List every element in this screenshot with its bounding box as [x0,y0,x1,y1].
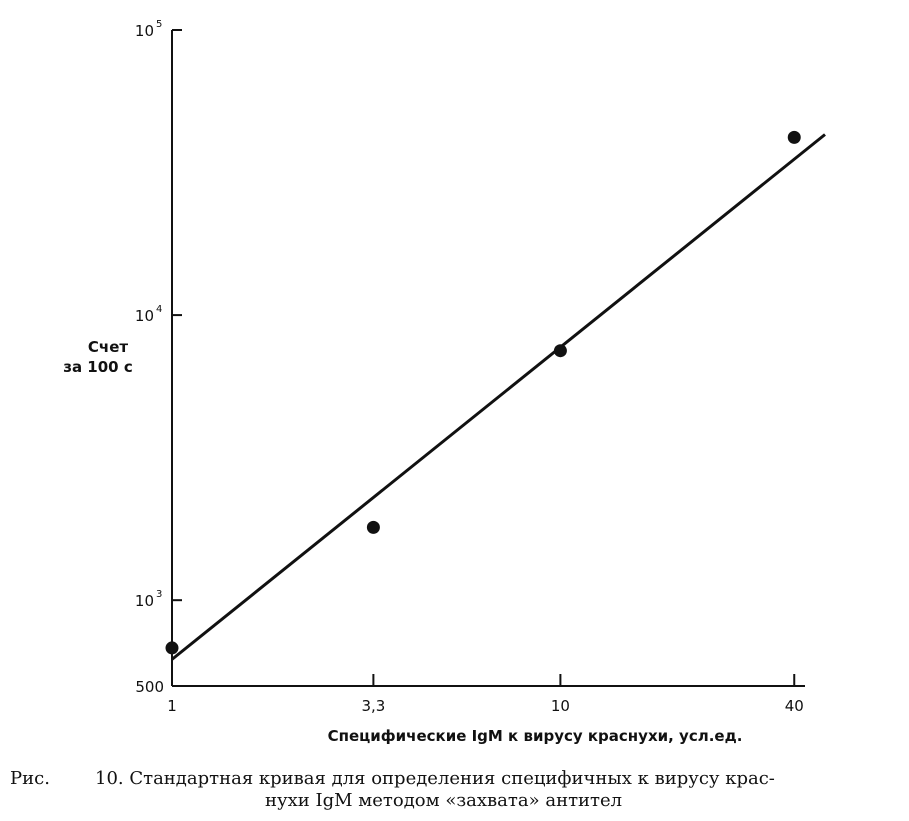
caption-prefix: Рис. [10,768,50,789]
y-tick-exponent: 4 [156,304,162,315]
data-point [366,520,380,534]
x-axis-title: Специфические IgM к вирусу краснухи, усл… [328,727,743,745]
y-tick-label: 500 [135,678,164,696]
fit-line [171,133,826,661]
data-point [165,641,179,655]
y-tick-exponent: 5 [156,19,162,30]
x-tick-label: 10 [551,697,570,715]
y-tick-label: 10 [135,592,154,610]
y-axis-title-line1: Счет [88,338,128,356]
x-tick-label: 3,3 [361,697,385,715]
x-tick-label: 1 [167,697,177,715]
figure-caption: Рис. 10. Стандартная кривая для определен… [10,768,900,812]
caption-line1: 10. Стандартная кривая для определения с… [95,768,775,789]
y-tick-exponent: 3 [156,589,162,600]
x-tick-label: 40 [785,697,804,715]
data-point [787,130,801,144]
fit-line-group [171,133,826,661]
y-axis-title: Счет за 100 с [63,338,133,376]
data-point [553,344,567,358]
data-points [165,130,801,655]
y-tick-label: 10 [135,307,154,325]
y-axis-title-line2: за 100 с [63,358,133,376]
y-tick-label: 10 [135,22,154,40]
caption-line2: нухи IgM методом «захвата» антител [265,790,623,811]
